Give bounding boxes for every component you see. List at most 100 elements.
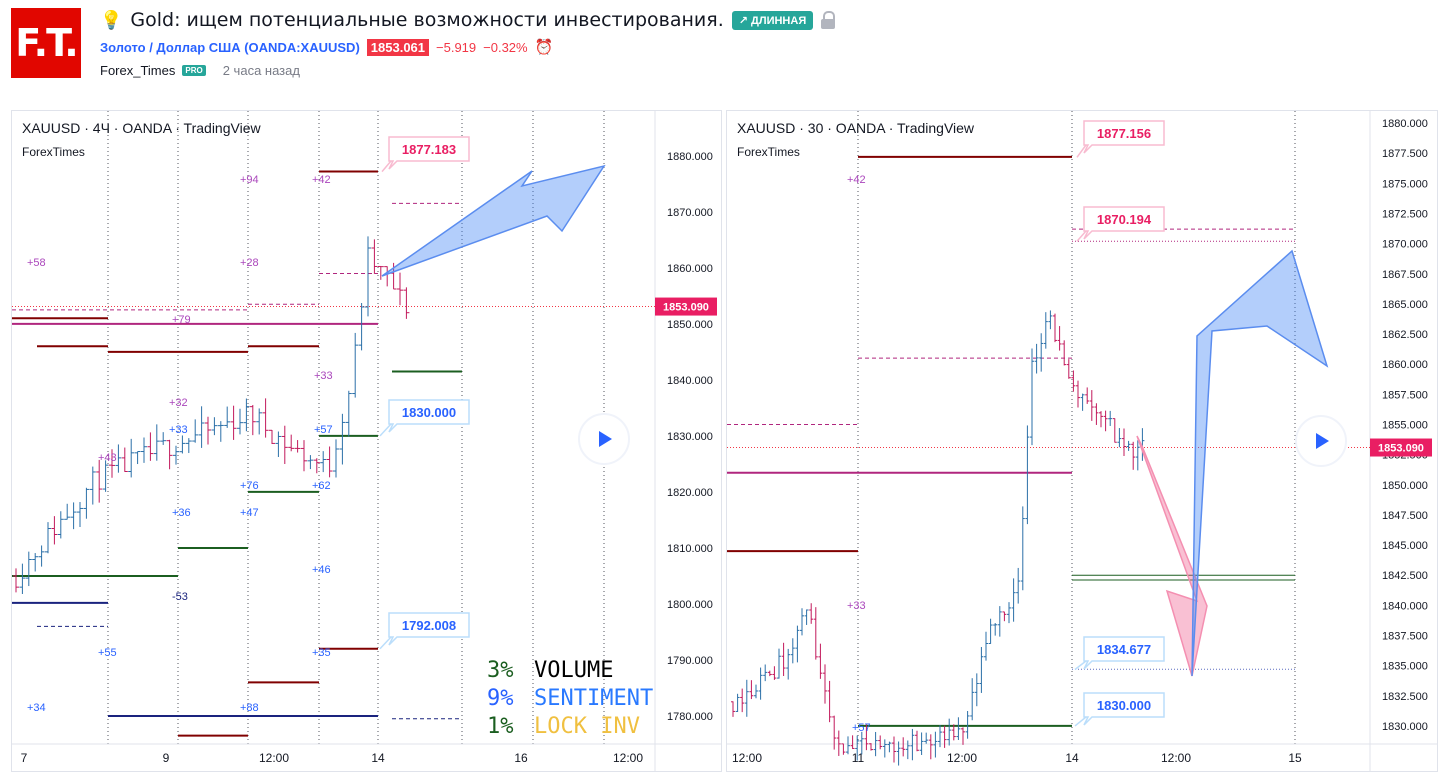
- level-annotation: +33: [314, 370, 333, 382]
- level-annotation: +42: [847, 174, 866, 186]
- x-tick-label: 14: [1065, 751, 1079, 765]
- x-tick-label: 9: [163, 751, 170, 765]
- alarm-clock-icon[interactable]: ⏰: [534, 39, 554, 56]
- price-callout-text: 1877.156: [1097, 126, 1151, 141]
- current-price-text: 1853.090: [1378, 443, 1424, 455]
- chart-30m-svg[interactable]: 1880.000 1877.500 1875.000 1872.500 1870.000…: [727, 111, 1437, 771]
- author-row: Forex_Times PRO 2 часа назад: [100, 63, 300, 78]
- level-annotation: +46: [312, 564, 331, 576]
- y-tick-label: 1862.500: [1382, 329, 1428, 341]
- stat-label: VOLUME: [534, 658, 613, 683]
- price-callout-pointer: [1074, 716, 1087, 727]
- level-annotation: +28: [240, 257, 259, 269]
- author-name[interactable]: Forex_Times: [100, 63, 176, 78]
- y-tick-label: 1835.000: [1382, 661, 1428, 673]
- price-callout-text: 1830.000: [402, 405, 456, 420]
- level-annotation: +42: [312, 174, 331, 186]
- x-tick-label: 12:00: [1161, 751, 1191, 765]
- price-callout-pointer: [379, 423, 392, 437]
- y-tick-label: 1842.500: [1382, 570, 1428, 582]
- x-tick-label: 7: [21, 751, 28, 765]
- long-badge: ↗ ДЛИННАЯ: [731, 10, 814, 30]
- y-tick-label: 1855.000: [1382, 419, 1428, 431]
- price-callout-text: 1792.008: [402, 618, 456, 633]
- forecast-arrow: [1191, 249, 1329, 677]
- level-annotation: +58: [27, 257, 46, 269]
- y-tick-label: 1857.500: [1382, 389, 1428, 401]
- level-annotation: +55: [98, 647, 117, 659]
- current-price-badge: [1370, 438, 1432, 457]
- y-tick-label: 1850.000: [667, 319, 713, 331]
- symbol-link[interactable]: Золото / Доллар США (OANDA:XAUUSD): [100, 39, 360, 55]
- time-ago: 2 часа назад: [222, 63, 300, 78]
- level-annotation: +43: [98, 452, 117, 464]
- level-annotation: +33: [169, 424, 188, 436]
- level-annotation: +35: [312, 647, 331, 659]
- chart-title: XAUUSD · 4Ч · OANDA · TradingView: [22, 120, 261, 136]
- price-change: −5.919: [436, 39, 477, 55]
- y-tick-label: 1860.000: [1382, 359, 1428, 371]
- price-callout-text: 1877.183: [402, 142, 456, 157]
- price-callout-pointer: [1076, 230, 1087, 242]
- play-icon: [599, 431, 612, 447]
- forecast-arrow: [381, 164, 606, 277]
- x-tick-label: 12:00: [947, 751, 977, 765]
- play-icon: [1316, 433, 1329, 449]
- level-annotation: +36: [172, 507, 191, 519]
- y-tick-label: 1870.000: [1382, 239, 1428, 251]
- level-annotation: +34: [27, 702, 46, 714]
- price-callout-box: [1083, 636, 1165, 670]
- level-annotation: +62: [312, 480, 331, 492]
- price-callout-pointer: [1074, 660, 1087, 671]
- author-logo[interactable]: F.T.: [11, 8, 81, 78]
- x-tick-label: 12:00: [732, 751, 762, 765]
- y-tick-label: 1840.000: [1382, 600, 1428, 612]
- stat-percent: 1%: [487, 714, 514, 739]
- current-price-text: 1853.090: [663, 302, 709, 314]
- level-annotation: +94: [240, 174, 259, 186]
- price-callout-box: [388, 399, 470, 433]
- price-callout-text: 1830.000: [1097, 698, 1151, 713]
- chart-panel-4h[interactable]: 1880.000 1870.000 1860.000 1850.000 1840.000…: [11, 110, 722, 772]
- price-badge: 1853.061: [366, 38, 430, 56]
- price-callout-text: 1834.677: [1097, 642, 1151, 657]
- y-tick-label: 1880.000: [667, 151, 713, 163]
- level-annotation: +33: [847, 600, 866, 612]
- y-tick-label: 1837.500: [1382, 630, 1428, 642]
- price-callout-box: [1083, 692, 1165, 726]
- y-tick-label: 1867.500: [1382, 269, 1428, 281]
- price-callout-box: [1083, 206, 1165, 240]
- y-tick-label: 1780.000: [667, 711, 713, 723]
- y-tick-label: 1865.000: [1382, 299, 1428, 311]
- price-callout-box: [388, 136, 470, 170]
- chart-4h-svg[interactable]: 1880.000 1870.000 1860.000 1850.000 1840.000…: [12, 111, 721, 771]
- stat-label: SENTIMENT: [534, 686, 653, 711]
- y-tick-label: 1820.000: [667, 487, 713, 499]
- x-tick-label: 16: [514, 751, 528, 765]
- x-tick-label: 14: [371, 751, 385, 765]
- idea-title: Gold: ищем потенциальные возможности инв…: [130, 9, 724, 31]
- x-tick-label: 12:00: [613, 751, 643, 765]
- y-tick-label: 1832.500: [1382, 691, 1428, 703]
- level-annotation: +76: [240, 480, 259, 492]
- y-tick-label: 1810.000: [667, 543, 713, 555]
- y-tick-label: 1790.000: [667, 655, 713, 667]
- chart-panel-30m[interactable]: 1880.000 1877.500 1875.000 1872.500 1870.000…: [726, 110, 1438, 772]
- level-annotation: +88: [240, 702, 259, 714]
- chart-subtitle: ForexTimes: [737, 145, 800, 159]
- price-callout-pointer: [379, 636, 392, 650]
- level-annotation: +32: [169, 397, 188, 409]
- level-annotation: -53: [172, 591, 188, 603]
- y-tick-label: 1830.000: [667, 431, 713, 443]
- x-tick-label: 12:00: [259, 751, 289, 765]
- logo-text: F.T.: [15, 21, 78, 65]
- y-tick-label: 1840.000: [667, 375, 713, 387]
- y-tick-label: 1875.000: [1382, 178, 1428, 190]
- price-callout-box: [1083, 120, 1165, 154]
- plot-area: [727, 111, 1370, 744]
- y-tick-label: 1860.000: [667, 263, 713, 275]
- chart-title: XAUUSD · 30 · OANDA · TradingView: [737, 120, 975, 136]
- level-annotation: +47: [240, 507, 259, 519]
- level-annotation: +57: [314, 424, 333, 436]
- y-tick-label: 1847.500: [1382, 510, 1428, 522]
